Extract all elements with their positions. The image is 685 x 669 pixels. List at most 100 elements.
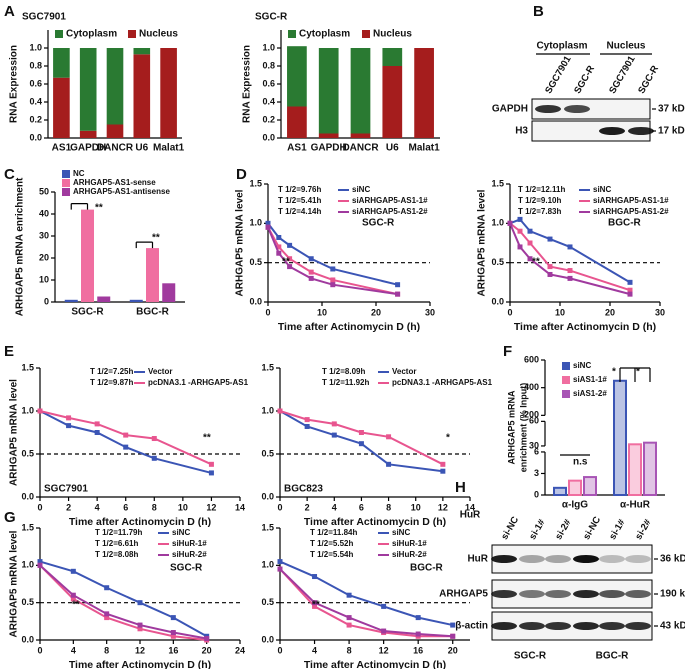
- point: [104, 615, 110, 621]
- y-tick-label: 1.5: [261, 522, 274, 532]
- panel-letter: D: [236, 166, 247, 183]
- y-tick-label: 1.5: [21, 362, 34, 372]
- x-tick-label: BGC-R: [136, 307, 170, 318]
- annotation: **: [203, 433, 211, 444]
- legend-swatch: [62, 179, 70, 187]
- point: [517, 228, 523, 234]
- x-tick-label: 10: [555, 307, 565, 317]
- point: [70, 596, 76, 602]
- half-life-label: T 1/2=6.61h: [95, 539, 138, 548]
- lane-title: HuR: [460, 510, 481, 521]
- y-tick-label: 0.0: [249, 296, 262, 306]
- point: [287, 256, 293, 262]
- x-tick-label: 2: [66, 502, 71, 512]
- annotation: **: [532, 257, 540, 268]
- blot-frame: [531, 98, 651, 120]
- annotation: **: [152, 233, 160, 244]
- series-line: [39, 564, 207, 640]
- row-label: ARHGAP5: [439, 589, 488, 600]
- x-tick-label: 0: [507, 307, 512, 317]
- blot-band: [599, 590, 625, 598]
- point: [330, 282, 336, 288]
- size-label: 36 kD: [660, 554, 685, 565]
- point: [381, 628, 387, 634]
- point: [627, 291, 633, 297]
- point: [94, 421, 100, 427]
- legend-label: NC: [73, 169, 85, 178]
- point: [170, 630, 176, 636]
- row-label: β-actin: [455, 621, 488, 632]
- x-tick-label: 8: [104, 645, 109, 655]
- bar-segment: [318, 133, 339, 138]
- blot-band: [491, 622, 517, 630]
- x-tick-label: 6: [123, 502, 128, 512]
- blot-band: [573, 622, 599, 630]
- point: [308, 275, 314, 281]
- series-line: [279, 560, 453, 627]
- point: [276, 250, 282, 256]
- point: [415, 631, 421, 637]
- chart-title: SGC-R: [255, 12, 288, 23]
- size-label: 190 kD: [660, 589, 685, 600]
- y-tick-label: 0.0: [262, 132, 275, 142]
- point: [277, 408, 283, 414]
- x-tick-label: 10: [317, 307, 327, 317]
- bar: [583, 476, 597, 496]
- legend-label: Cytoplasm: [299, 29, 350, 40]
- x-tick-label: 4: [332, 502, 337, 512]
- legend-label: siHuR-2#: [392, 550, 427, 559]
- y-tick-label: 1.0: [21, 560, 34, 570]
- x-axis-label: Time after Actinomycin D (h): [69, 659, 211, 669]
- point: [527, 228, 533, 234]
- y-axis-label: ARHGAP5 mRNA level: [9, 379, 20, 486]
- x-tick-label: 30: [425, 307, 435, 317]
- legend-label: pcDNA3.1 -ARHGAP5-AS1: [148, 378, 249, 387]
- lane-label: SGC-R: [636, 64, 661, 96]
- annotation: BGC-R: [410, 563, 444, 574]
- bar: [613, 379, 627, 497]
- y-tick-label: 0.4: [29, 96, 42, 106]
- y-tick-label: 0.8: [262, 60, 275, 70]
- half-life-label: T 1/2=4.14h: [278, 207, 321, 216]
- point: [37, 408, 43, 414]
- x-tick-label: 12: [379, 645, 389, 655]
- legend-swatch: [562, 362, 570, 370]
- y-tick-label: 30: [39, 230, 49, 240]
- blot-band: [599, 555, 625, 563]
- y-axis-label: ARHGAP5 mRNA level: [477, 189, 488, 296]
- legend-swatch: [362, 30, 370, 38]
- series-line: [279, 568, 453, 638]
- point: [104, 585, 110, 591]
- x-tick-label: Malat1: [153, 143, 185, 154]
- y-tick-label: 3: [534, 468, 539, 478]
- lane-label: SGC7901: [543, 54, 574, 96]
- legend-swatch: [62, 170, 70, 178]
- point: [330, 266, 336, 272]
- point: [276, 244, 282, 250]
- point: [137, 600, 143, 606]
- half-life-label: T 1/2=9.87h: [90, 378, 133, 387]
- legend-swatch: [62, 188, 70, 196]
- bar: [146, 248, 159, 302]
- x-tick-label: 0: [37, 502, 42, 512]
- x-tick-label: 10: [411, 502, 421, 512]
- point: [547, 264, 553, 270]
- point: [37, 559, 43, 565]
- bar-segment: [133, 54, 151, 138]
- point: [287, 242, 293, 248]
- half-life-label: T 1/2=7.25h: [90, 367, 133, 376]
- x-axis-label: Time after Actinomycin D (h): [69, 516, 211, 528]
- y-tick-label: 0: [534, 489, 539, 499]
- row-label: GAPDH: [492, 104, 528, 115]
- bar: [553, 486, 567, 497]
- legend-label: siNC: [392, 528, 410, 537]
- series-line: [39, 564, 207, 641]
- size-label: 37 kD: [658, 104, 685, 115]
- half-life-label: T 1/2=9.76h: [278, 185, 321, 194]
- legend-label: ARHGAP5-AS1-antisense: [73, 187, 170, 196]
- y-tick-label: 0: [44, 296, 49, 306]
- point: [358, 441, 364, 447]
- point: [346, 622, 352, 628]
- x-tick-label: 0: [277, 645, 282, 655]
- y-tick-label: 0.5: [21, 448, 34, 458]
